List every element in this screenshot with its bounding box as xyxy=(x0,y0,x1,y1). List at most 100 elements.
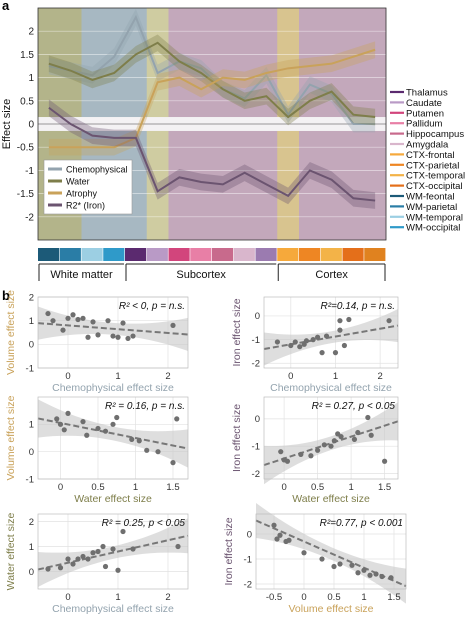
data-point xyxy=(365,414,371,421)
y-tick-label: 0 xyxy=(29,567,34,578)
data-point xyxy=(337,561,343,567)
data-point xyxy=(310,337,316,343)
data-point xyxy=(144,447,150,453)
x-axis-label: Chemophysical effect size xyxy=(52,603,174,615)
data-point xyxy=(155,449,161,455)
data-point xyxy=(382,458,388,464)
region-legend-entry: WM-temporal xyxy=(406,212,463,223)
series-line-1 xyxy=(48,41,376,119)
plot-frame xyxy=(263,396,399,480)
region-legend-entry: Hippocampus xyxy=(406,129,464,140)
group-label: White matter xyxy=(50,269,113,281)
x-axis-label: Water effect size xyxy=(292,493,370,505)
data-point xyxy=(323,333,330,339)
data-point xyxy=(75,556,81,562)
region-legend-entry: WM-feontal xyxy=(406,192,455,203)
fit-line xyxy=(37,534,189,571)
x-tick-label: 0 xyxy=(58,482,63,493)
data-point xyxy=(85,334,91,340)
group-label: Cortex xyxy=(315,269,348,281)
region-swatch xyxy=(233,248,255,261)
x-axis-label: Chemophysical effect size xyxy=(52,382,174,394)
scatter-plot-4: 0 0.5 1 1.5 -2 -1 0 Water effect size Iron effec… xyxy=(231,396,399,505)
x-tick-label: 1.5 xyxy=(378,482,391,493)
region-swatch xyxy=(299,248,321,261)
data-point xyxy=(298,451,304,457)
data-point xyxy=(105,318,111,324)
data-point xyxy=(373,571,379,577)
region-swatch xyxy=(190,248,212,261)
region-legend-entry: Caudate xyxy=(406,98,442,109)
data-point xyxy=(292,339,298,345)
data-point xyxy=(50,318,56,324)
plot-frame xyxy=(37,396,189,480)
region-legend-entry: Amygdala xyxy=(406,140,449,151)
y-tick-label: 1 xyxy=(29,316,34,327)
y-tick-label: -2 xyxy=(25,212,34,223)
data-point xyxy=(110,421,116,427)
region-swatch xyxy=(168,248,190,261)
data-point xyxy=(388,575,394,581)
fit-line xyxy=(263,324,399,351)
data-point xyxy=(45,566,51,572)
y-tick-label: 2 xyxy=(29,517,34,528)
panel-b-label: b xyxy=(2,288,10,303)
data-point xyxy=(129,436,135,442)
panel-a-label: a xyxy=(2,0,10,13)
y-tick-label: -2 xyxy=(244,579,252,590)
x-tick-label: 1 xyxy=(115,371,120,382)
y-axis-label: Effect size xyxy=(1,99,13,150)
data-point xyxy=(136,438,142,444)
region-swatch xyxy=(212,248,234,261)
data-point xyxy=(61,427,67,433)
line-chart: -2 -1.5 -1 -0.5 0 0.5 1 1.5 2 Effect size Chemophy… xyxy=(1,7,465,281)
stat-annotation: R²=0.77, p < 0.001 xyxy=(320,518,403,529)
x-tick-label: 0.5 xyxy=(311,482,324,493)
data-point xyxy=(321,442,327,448)
data-point xyxy=(332,350,339,356)
data-point xyxy=(351,436,358,442)
y-tick-label: 0 xyxy=(28,120,34,131)
region-swatch xyxy=(81,248,103,261)
data-point xyxy=(65,410,71,416)
y-axis-label: Volume effect size xyxy=(5,290,17,375)
series-band-0 xyxy=(48,8,376,133)
region-swatch xyxy=(103,248,125,261)
data-point xyxy=(95,425,101,432)
plot-frame xyxy=(37,7,387,241)
x-tick-label: 1 xyxy=(333,371,338,382)
series-band-2 xyxy=(48,41,376,156)
y-tick-label: -1.5 xyxy=(17,189,35,200)
data-point xyxy=(70,312,76,318)
x-tick-label: 1 xyxy=(133,482,138,493)
data-point xyxy=(277,532,283,538)
plot-frame xyxy=(37,513,189,590)
data-point xyxy=(45,310,51,317)
x-tick-label: 0.5 xyxy=(327,592,340,603)
data-point xyxy=(60,327,66,333)
y-tick-label: 0 xyxy=(29,340,34,351)
data-point xyxy=(120,320,126,326)
y-tick-label: -1 xyxy=(26,363,34,374)
legend-entry: R2* (Iron) xyxy=(66,201,105,211)
data-point xyxy=(65,556,71,562)
data-point xyxy=(331,563,337,570)
y-axis-label: Volume effect size xyxy=(5,395,17,480)
data-point xyxy=(85,556,91,562)
y-tick-label: 0 xyxy=(255,311,260,322)
data-point xyxy=(274,536,280,542)
data-point xyxy=(57,565,64,571)
stat-annotation: R² < 0, p = n.s. xyxy=(119,301,185,312)
region-swatch xyxy=(277,248,299,261)
data-point xyxy=(319,556,325,562)
x-tick-label: 2 xyxy=(377,371,382,382)
data-point xyxy=(90,319,96,325)
y-tick-label: 0 xyxy=(29,447,34,458)
y-axis-label: Iron effect size xyxy=(231,404,243,472)
plot-frame xyxy=(263,296,399,369)
y-tick-label: -1 xyxy=(244,554,252,565)
data-point xyxy=(110,546,116,552)
